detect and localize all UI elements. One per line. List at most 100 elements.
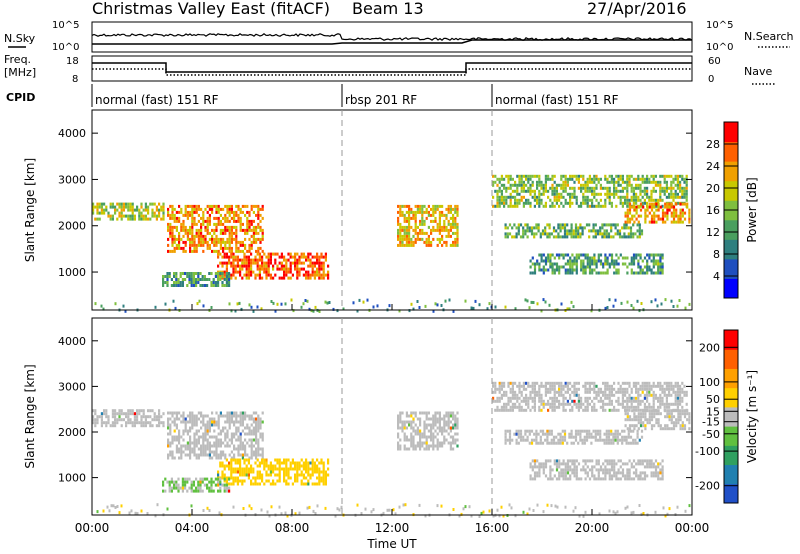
echo-cell <box>232 264 235 268</box>
echo-cell <box>182 228 185 232</box>
echo-cell <box>508 223 512 227</box>
echo-cell <box>657 384 660 388</box>
echo-cell <box>639 265 642 269</box>
echo-cell <box>171 411 174 415</box>
echo-cell <box>670 381 673 385</box>
echo-cell <box>175 219 178 223</box>
echo-cell <box>259 219 262 223</box>
echo-cell <box>563 438 567 442</box>
echo-cell <box>522 235 525 239</box>
echo-cell <box>572 435 575 439</box>
echo-cell <box>129 202 132 206</box>
echo-cell <box>582 195 585 199</box>
echo-cell <box>241 467 244 471</box>
echo-cell <box>496 189 499 193</box>
echo-cell <box>595 186 598 190</box>
echo-cell <box>414 228 417 232</box>
echo-cell <box>212 284 215 287</box>
echo-cell <box>296 461 299 465</box>
echo-cell <box>641 384 644 388</box>
echo-cell <box>626 192 629 196</box>
echo-cell <box>195 438 198 442</box>
echo-cell <box>255 228 258 232</box>
echo-cell <box>579 438 582 442</box>
echo-cell <box>536 201 539 205</box>
echo-cell <box>452 435 455 439</box>
echo-cell <box>621 429 624 433</box>
echo-cell <box>410 243 413 247</box>
echo-cell <box>147 211 150 215</box>
echo-cell <box>562 265 565 269</box>
echo-cell <box>254 479 257 483</box>
echo-cell <box>500 195 503 199</box>
echo-cell <box>186 441 189 445</box>
echo-cell <box>219 464 222 468</box>
echo-cell <box>202 420 205 424</box>
echo-cell <box>564 384 567 388</box>
echo-cell <box>536 195 539 199</box>
echo-cell <box>287 276 290 280</box>
echo-cell <box>230 417 233 421</box>
echo-cell <box>239 453 242 457</box>
echo-cell <box>588 180 591 184</box>
echo-cell <box>531 459 534 463</box>
echo-cell <box>529 390 532 394</box>
echo-cell <box>492 195 495 199</box>
echo-cell <box>522 399 525 403</box>
echo-cell <box>586 177 589 181</box>
echo-cell <box>623 232 626 236</box>
echo-cell <box>621 201 624 205</box>
echo-cell <box>676 177 679 181</box>
echo-cell <box>641 462 644 466</box>
echo-cell <box>228 477 231 481</box>
echo-cell <box>577 405 580 409</box>
echo-cell <box>326 301 329 305</box>
echo-cell <box>511 177 514 181</box>
echo-cell <box>660 302 663 306</box>
echo-cell <box>584 399 587 403</box>
echo-cell <box>652 393 655 397</box>
echo-cell <box>584 405 587 409</box>
echo-cell <box>438 411 441 415</box>
echo-cell <box>102 509 105 513</box>
echo-cell <box>259 420 262 424</box>
echo-cell <box>217 275 220 278</box>
echo-cell <box>569 468 572 472</box>
echo-cell <box>107 211 110 215</box>
echo-cell <box>542 189 545 193</box>
echo-cell <box>316 476 319 480</box>
echo-cell <box>401 423 404 427</box>
echo-cell <box>178 210 181 214</box>
echo-cell <box>167 426 170 430</box>
echo-cell <box>663 390 666 394</box>
echo-cell <box>136 415 139 419</box>
echo-cell <box>217 272 220 275</box>
echo-cell <box>230 414 233 418</box>
echo-cell <box>509 198 512 202</box>
echo-cell <box>284 511 287 515</box>
echo-cell <box>635 183 638 187</box>
echo-cell <box>168 480 171 484</box>
echo-cell <box>514 396 517 400</box>
echo-cell <box>278 464 281 468</box>
echo-cell <box>538 204 541 208</box>
echo-cell <box>608 396 611 400</box>
echo-cell <box>191 222 194 226</box>
echo-cell <box>120 208 123 212</box>
echo-cell <box>427 240 430 244</box>
echo-cell <box>661 468 664 472</box>
echo-cell <box>225 252 228 256</box>
echo-cell <box>180 435 183 439</box>
echo-cell <box>588 177 591 181</box>
echo-cell <box>668 381 671 385</box>
echo-cell <box>195 278 198 281</box>
echo-cell <box>105 409 108 413</box>
echo-cell <box>334 514 337 518</box>
echo-cell <box>197 207 200 211</box>
echo-cell <box>646 381 649 385</box>
echo-cell <box>233 435 236 439</box>
echo-cell <box>276 264 279 268</box>
echo-cell <box>133 424 136 428</box>
echo-cell <box>436 420 439 424</box>
